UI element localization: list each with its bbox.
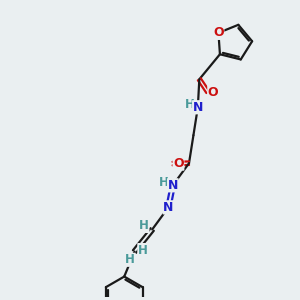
Text: O: O xyxy=(208,85,218,99)
Text: H: H xyxy=(159,176,169,189)
Text: O: O xyxy=(213,26,224,39)
Text: N: N xyxy=(193,101,203,114)
Text: N: N xyxy=(168,179,178,192)
Text: H: H xyxy=(139,219,149,232)
Text: H: H xyxy=(185,98,194,111)
Text: H: H xyxy=(125,253,135,266)
Text: O: O xyxy=(173,157,184,170)
Text: H: H xyxy=(138,244,148,256)
Text: N: N xyxy=(163,201,174,214)
